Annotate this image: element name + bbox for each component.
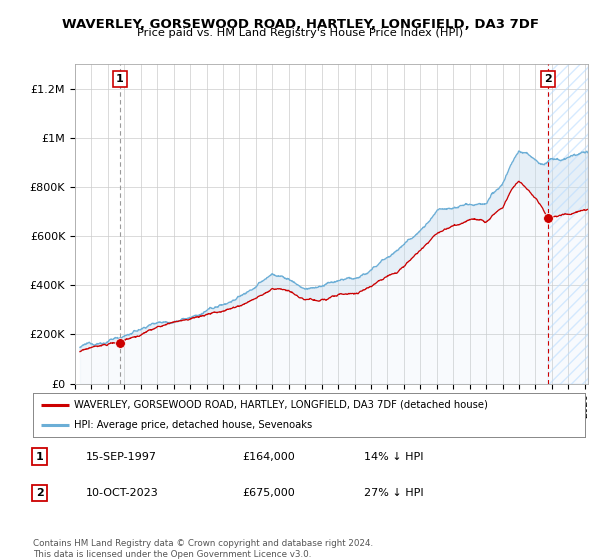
Text: 14% ↓ HPI: 14% ↓ HPI [364, 451, 424, 461]
Text: 1: 1 [116, 74, 124, 84]
Text: 2: 2 [36, 488, 43, 498]
Text: 1: 1 [36, 451, 43, 461]
Text: HPI: Average price, detached house, Sevenoaks: HPI: Average price, detached house, Seve… [74, 420, 313, 430]
Text: 2: 2 [544, 74, 552, 84]
Text: Price paid vs. HM Land Registry's House Price Index (HPI): Price paid vs. HM Land Registry's House … [137, 28, 463, 38]
Text: 27% ↓ HPI: 27% ↓ HPI [364, 488, 424, 498]
Text: WAVERLEY, GORSEWOOD ROAD, HARTLEY, LONGFIELD, DA3 7DF: WAVERLEY, GORSEWOOD ROAD, HARTLEY, LONGF… [62, 18, 539, 31]
Text: Contains HM Land Registry data © Crown copyright and database right 2024.
This d: Contains HM Land Registry data © Crown c… [33, 539, 373, 559]
Text: £675,000: £675,000 [243, 488, 296, 498]
Text: £164,000: £164,000 [243, 451, 296, 461]
Text: 15-SEP-1997: 15-SEP-1997 [85, 451, 157, 461]
Text: WAVERLEY, GORSEWOOD ROAD, HARTLEY, LONGFIELD, DA3 7DF (detached house): WAVERLEY, GORSEWOOD ROAD, HARTLEY, LONGF… [74, 400, 488, 410]
Text: 10-OCT-2023: 10-OCT-2023 [85, 488, 158, 498]
